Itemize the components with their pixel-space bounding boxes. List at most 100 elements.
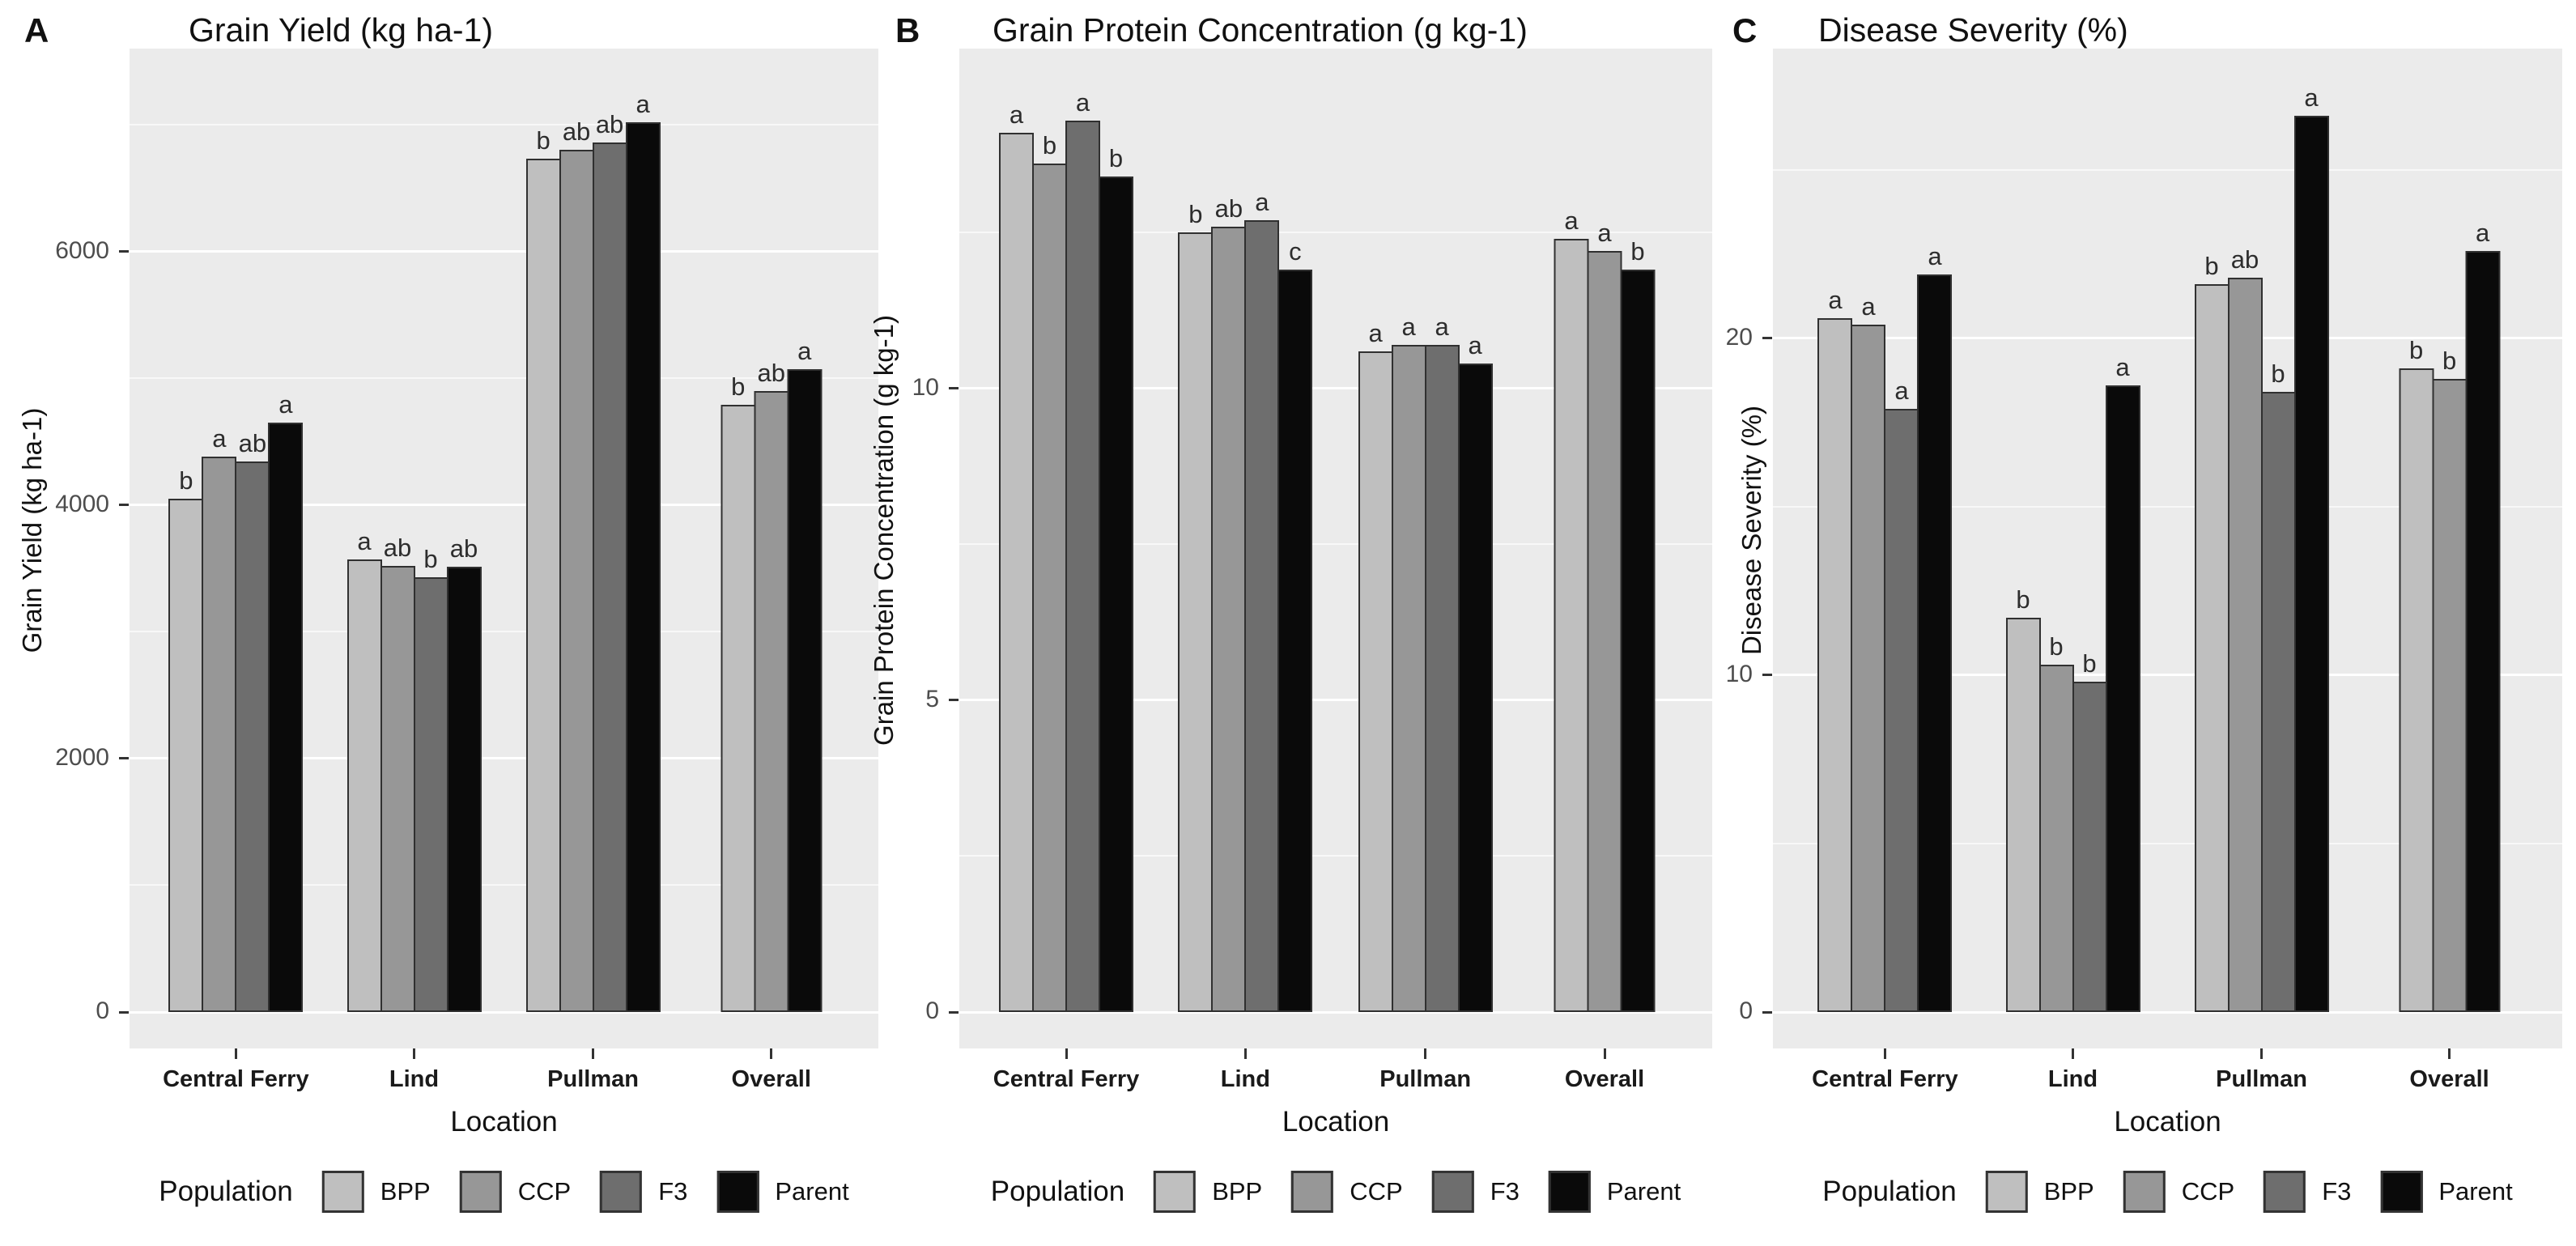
legend-swatch-icon bbox=[2380, 1171, 2423, 1213]
bar-parent: a bbox=[2105, 353, 2140, 1012]
significance-letter: a bbox=[1255, 188, 1269, 216]
significance-letter: ab bbox=[383, 534, 412, 562]
gridline-minor bbox=[130, 631, 878, 633]
x-tick-mark bbox=[1883, 1048, 1886, 1059]
gridline-major bbox=[959, 1010, 1712, 1014]
significance-letter: a bbox=[1894, 376, 1909, 405]
bar-bpp: b bbox=[168, 466, 204, 1012]
y-tick-mark bbox=[119, 1010, 129, 1014]
significance-letter: c bbox=[1289, 237, 1302, 266]
legend-swatch-icon bbox=[600, 1171, 643, 1213]
legend-label: CCP bbox=[2181, 1177, 2235, 1206]
gridline-minor bbox=[130, 377, 878, 380]
x-tick-mark bbox=[770, 1048, 773, 1059]
gridline-major bbox=[130, 757, 878, 760]
x-tick-mark bbox=[2448, 1048, 2451, 1059]
bar-group: b ab a c bbox=[1178, 188, 1313, 1012]
bar-ccp: ab bbox=[2227, 245, 2263, 1012]
bar-group: b ab ab a bbox=[525, 90, 661, 1012]
legend-label: BPP bbox=[2043, 1177, 2094, 1206]
gridline-major bbox=[1773, 674, 2562, 677]
bar-ccp: ab bbox=[559, 117, 594, 1012]
bar-f3: b bbox=[413, 545, 448, 1012]
panel-title: Grain Yield (kg ha-1) bbox=[189, 11, 494, 49]
legend-label: Parent bbox=[2438, 1177, 2513, 1206]
bar-bpp: b bbox=[525, 126, 561, 1012]
y-tick-mark bbox=[1762, 337, 1772, 340]
legend-item-parent: Parent bbox=[716, 1171, 849, 1213]
bar-bpp: a bbox=[346, 527, 382, 1012]
significance-letter: a bbox=[2475, 219, 2490, 247]
x-tick-label: Central Ferry bbox=[993, 1066, 1140, 1092]
x-tick-label: Central Ferry bbox=[1812, 1066, 1958, 1092]
significance-letter: b bbox=[179, 466, 193, 495]
significance-letter: a bbox=[1075, 88, 1090, 117]
y-tick-mark bbox=[119, 504, 129, 507]
x-tick-mark bbox=[1603, 1048, 1606, 1059]
significance-letter: ab bbox=[562, 117, 591, 146]
legend-item-bpp: BPP bbox=[1985, 1171, 2094, 1213]
legend-label: BPP bbox=[1212, 1177, 1263, 1206]
legend-title: Population bbox=[1822, 1176, 1957, 1207]
significance-letter: b bbox=[1108, 144, 1124, 172]
bar-bpp: a bbox=[999, 100, 1035, 1012]
bar-parent: a bbox=[787, 337, 823, 1012]
significance-letter: b bbox=[2049, 632, 2064, 661]
significance-letter: ab bbox=[449, 534, 478, 563]
bar-parent: a bbox=[268, 390, 304, 1012]
x-tick-label: Pullman bbox=[1379, 1066, 1472, 1092]
x-axis-title: Location bbox=[450, 1106, 558, 1138]
legend-swatch-icon bbox=[1985, 1171, 2028, 1213]
significance-letter: b bbox=[2204, 252, 2219, 280]
legend-swatch-icon bbox=[2264, 1171, 2306, 1213]
significance-letter: b bbox=[2082, 649, 2097, 678]
significance-letter: ab bbox=[595, 110, 624, 138]
gridline-major bbox=[1773, 1010, 2562, 1014]
y-tick-mark bbox=[949, 699, 959, 702]
bar-parent: a bbox=[2293, 83, 2329, 1012]
plot-area: a b a b b ab a c a a a a a a b bbox=[959, 49, 1712, 1048]
gridline-minor bbox=[130, 123, 878, 125]
x-tick-label: Overall bbox=[1564, 1066, 1645, 1092]
bar-parent: a bbox=[2465, 219, 2501, 1012]
x-tick-mark bbox=[2260, 1048, 2264, 1059]
bar-bpp: b bbox=[2399, 336, 2434, 1012]
significance-letter: b bbox=[1630, 237, 1645, 266]
legend-item-f3: F3 bbox=[1431, 1171, 1520, 1213]
gridline-minor bbox=[1773, 505, 2562, 508]
legend-label: BPP bbox=[380, 1177, 431, 1206]
x-tick-mark bbox=[234, 1048, 237, 1059]
legend-item-f3: F3 bbox=[600, 1171, 687, 1213]
y-tick-mark bbox=[949, 387, 959, 390]
x-tick-mark bbox=[413, 1048, 415, 1059]
gridline-major bbox=[1773, 337, 2562, 340]
bar-group: b a ab a bbox=[168, 390, 304, 1012]
y-tick-label: 6000 bbox=[55, 236, 109, 264]
significance-letter: a bbox=[1861, 292, 1876, 321]
significance-letter: a bbox=[1401, 313, 1416, 341]
y-tick-mark bbox=[119, 250, 129, 253]
significance-letter: b bbox=[731, 372, 746, 401]
x-tick-label: Overall bbox=[2409, 1066, 2489, 1092]
y-tick-label: 10 bbox=[1725, 660, 1753, 687]
bar-parent: b bbox=[1620, 237, 1656, 1012]
y-tick-mark bbox=[119, 757, 129, 760]
legend-swatch-icon bbox=[1291, 1171, 1334, 1213]
y-tick-label: 4000 bbox=[55, 490, 109, 517]
y-tick-label: 5 bbox=[925, 685, 939, 712]
y-tick-label: 0 bbox=[925, 997, 939, 1024]
legend-label: F3 bbox=[1490, 1177, 1520, 1206]
bar-f3: ab bbox=[235, 429, 270, 1012]
bar-bpp: b bbox=[721, 372, 756, 1012]
legend-item-bpp: BPP bbox=[1154, 1171, 1262, 1213]
legend-title: Population bbox=[159, 1176, 293, 1207]
bar-parent: ab bbox=[446, 534, 482, 1012]
significance-letter: a bbox=[1564, 206, 1579, 235]
gridline-minor bbox=[959, 855, 1712, 857]
bar-ccp: ab bbox=[380, 534, 415, 1012]
